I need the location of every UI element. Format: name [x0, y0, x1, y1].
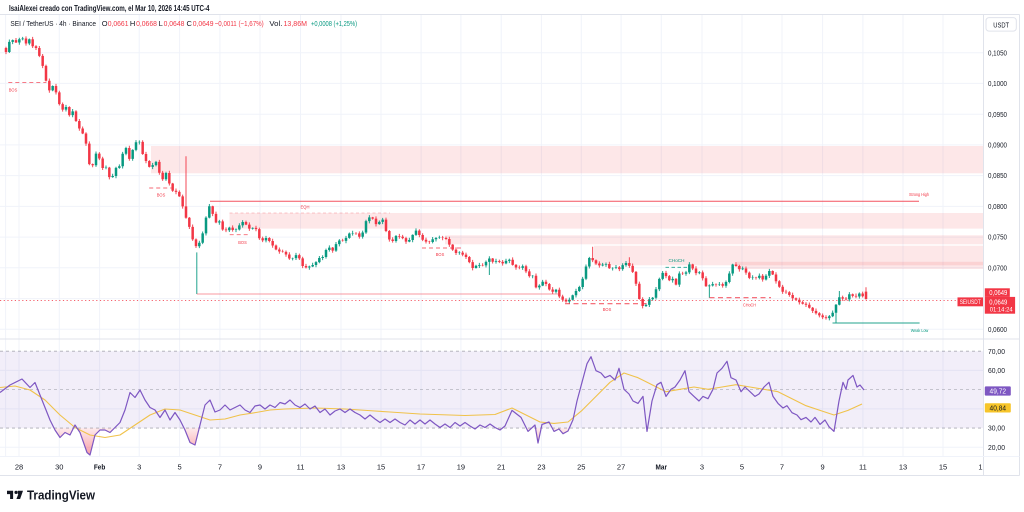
- svg-text:70,00: 70,00: [988, 347, 1005, 356]
- svg-text:60,00: 60,00: [988, 366, 1005, 375]
- svg-text:+0,0008 (+1,25%): +0,0008 (+1,25%): [311, 19, 357, 28]
- svg-text:28: 28: [15, 462, 23, 471]
- svg-text:TradingView: TradingView: [27, 488, 96, 503]
- svg-text:BOS: BOS: [157, 193, 166, 198]
- svg-text:0,0649: 0,0649: [193, 19, 214, 28]
- svg-text:15: 15: [377, 462, 385, 471]
- svg-text:25: 25: [577, 462, 585, 471]
- svg-text:SEIUSDT: SEIUSDT: [960, 300, 981, 306]
- svg-text:17: 17: [417, 462, 425, 471]
- svg-text:20,00: 20,00: [988, 443, 1005, 452]
- svg-text:0,0700: 0,0700: [988, 263, 1007, 272]
- svg-text:0,0950: 0,0950: [988, 110, 1007, 119]
- svg-text:C: C: [187, 19, 193, 28]
- svg-text:5: 5: [740, 462, 744, 471]
- svg-text:13: 13: [337, 462, 345, 471]
- svg-text:3: 3: [137, 462, 141, 471]
- svg-text:BOS: BOS: [9, 88, 18, 93]
- svg-text:CHoCH: CHoCH: [743, 303, 756, 308]
- svg-text:0,0850: 0,0850: [988, 171, 1007, 180]
- svg-text:Weak Low: Weak Low: [911, 328, 929, 333]
- svg-text:40,84: 40,84: [990, 405, 1007, 412]
- svg-text:49,72: 49,72: [990, 388, 1007, 395]
- svg-text:0,1050: 0,1050: [988, 48, 1007, 57]
- svg-text:11: 11: [297, 462, 305, 471]
- svg-text:O: O: [102, 19, 108, 28]
- svg-text:0,0648: 0,0648: [164, 19, 185, 28]
- svg-text:15: 15: [939, 462, 947, 471]
- svg-text:21: 21: [497, 462, 505, 471]
- svg-text:5: 5: [178, 462, 182, 471]
- svg-text:SEI / TetherUS · 4h · Binance: SEI / TetherUS · 4h · Binance: [10, 19, 96, 28]
- svg-text:30,00: 30,00: [988, 424, 1005, 433]
- svg-text:3: 3: [700, 462, 704, 471]
- svg-text:0,0661: 0,0661: [108, 19, 129, 28]
- svg-text:EQH: EQH: [301, 205, 310, 210]
- svg-text:7: 7: [218, 462, 222, 471]
- svg-text:11: 11: [859, 462, 867, 471]
- svg-text:0,0668: 0,0668: [136, 19, 157, 28]
- svg-text:0,0900: 0,0900: [988, 141, 1007, 150]
- svg-text:BOS: BOS: [436, 252, 445, 257]
- svg-text:BOS: BOS: [603, 307, 612, 312]
- svg-text:13,86M: 13,86M: [284, 19, 308, 28]
- svg-text:Feb: Feb: [94, 462, 106, 471]
- svg-text:0,0600: 0,0600: [988, 325, 1007, 334]
- svg-text:H: H: [130, 19, 135, 28]
- svg-text:0,0800: 0,0800: [988, 202, 1007, 211]
- svg-text:0,1000: 0,1000: [988, 79, 1007, 88]
- svg-text:CHoCH: CHoCH: [669, 258, 685, 263]
- svg-text:IsaiAlexei creado con TradingV: IsaiAlexei creado con TradingView.com, e…: [9, 4, 210, 13]
- svg-text:9: 9: [258, 462, 262, 471]
- svg-text:7: 7: [780, 462, 784, 471]
- svg-text:1: 1: [978, 462, 982, 471]
- svg-text:L: L: [159, 19, 163, 28]
- svg-text:0,0649: 0,0649: [989, 290, 1007, 297]
- svg-text:0,0750: 0,0750: [988, 233, 1007, 242]
- svg-text:01:14:24: 01:14:24: [990, 307, 1013, 314]
- svg-text:9: 9: [821, 462, 825, 471]
- svg-text:30: 30: [55, 462, 63, 471]
- svg-text:BOS: BOS: [238, 240, 247, 245]
- svg-text:13: 13: [899, 462, 907, 471]
- svg-text:23: 23: [537, 462, 545, 471]
- svg-text:19: 19: [457, 462, 465, 471]
- svg-text:−0,0011 (−1,67%): −0,0011 (−1,67%): [215, 19, 264, 28]
- svg-text:Mar: Mar: [656, 462, 668, 471]
- svg-text:0,0649: 0,0649: [989, 300, 1007, 307]
- svg-text:Vol.: Vol.: [269, 19, 282, 28]
- svg-text:27: 27: [617, 462, 625, 471]
- svg-text:USDT: USDT: [993, 20, 1009, 29]
- svg-text:Strong High: Strong High: [909, 192, 929, 197]
